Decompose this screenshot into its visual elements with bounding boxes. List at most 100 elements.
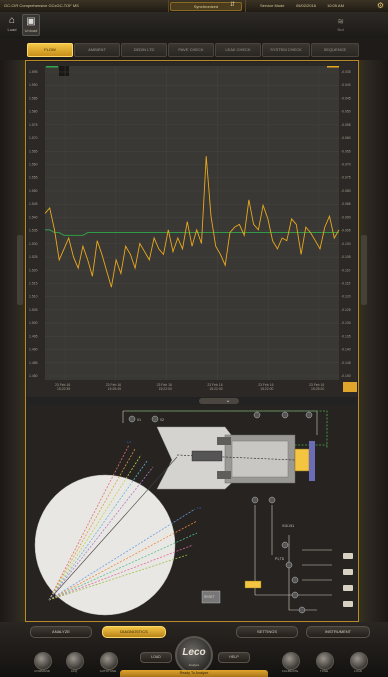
knob-autotune[interactable] [100,652,118,670]
knob-calibrate[interactable] [282,652,300,670]
y-right-tick: -0.150 [341,374,351,378]
y-right-tick: -0.055 [341,123,351,127]
chart-zoom-button [343,382,357,392]
knob-label-tune: Tune [319,669,329,673]
y-right-tick: -0.140 [341,348,351,352]
y-right-tick: -0.145 [341,361,351,365]
x-tick-time: 15:22:39 [57,387,70,391]
knob-label-calibrate: Calibrate [281,669,299,673]
left-rail [0,60,25,622]
tab-ambient[interactable]: AMBIENT [74,43,120,57]
tab-pave-check[interactable]: PAVE CHECK [168,43,214,57]
series-line-1 [44,156,340,288]
y-right-tick: -0.095 [341,229,351,233]
toolbar-right-button[interactable]: ≋ Not [337,17,344,32]
y-right-tick: -0.125 [341,308,351,312]
svg-text:1.0: 1.0 [197,506,202,510]
y-left-tick: 1.530 [29,242,38,246]
series-line-0 [45,229,339,236]
schematic-svg: 1.0 1.0 V1 V2 V10-V11 P1,TD RES [34,410,353,616]
knob-label-command: Command [34,669,50,673]
y-left-tick: 1.535 [29,229,38,233]
tab-flow[interactable]: FLOW [27,43,73,57]
y-right-tick: -0.130 [341,321,351,325]
load-button[interactable]: ⌂ Load [4,14,20,34]
x-tick-date: 23 Feb 16 [309,383,324,387]
x-tick-time: 15:22:00 [159,387,172,391]
y-left-tick: 1.545 [29,202,38,206]
y-right-tick: -0.135 [341,334,351,338]
x-tick-date: 23 Feb 16 [207,383,222,387]
y-left-tick: 1.590 [29,83,38,87]
gear-icon[interactable]: ⚙ [376,1,384,10]
nav-settings[interactable]: SETTINGS [236,626,298,638]
chevron-down-icon[interactable]: ⌄ [225,398,231,404]
knob-load[interactable] [350,652,368,670]
knob-label-autotune: Autotune [99,669,117,673]
knob-acq[interactable] [66,652,84,670]
y-left-tick: 1.480 [29,374,38,378]
knob-tune[interactable] [316,652,334,670]
y-left-tick: 1.540 [29,215,38,219]
tab-dedin-ltd[interactable]: DEDIN LTD [121,43,167,57]
y-right-tick: -0.045 [341,96,351,100]
time-text: 10:05 AM [327,3,344,8]
nav-analyze[interactable]: ANALYZE [30,626,92,638]
reset-button-label: RESET [204,595,215,599]
y-right-tick: -0.040 [341,83,351,87]
y-left-tick: 1.575 [29,123,38,127]
y-right-tick: -0.080 [341,189,351,193]
nav-diagnostics[interactable]: DIAGNOSTICS [102,626,166,638]
instrument-schematic: 1.0 1.0 V1 V2 V10-V11 P1,TD RES [27,405,357,620]
wifi-icon: ≋ [337,17,344,26]
sync-status[interactable]: Synchronized [170,2,242,11]
legend-swatch-green [46,66,58,68]
unload-button[interactable]: ▣ Unload [22,14,40,36]
knob-label-load: Load [353,669,363,673]
x-tick-time: 15:25:20 [311,387,324,391]
y-right-tick: -0.120 [341,295,351,299]
x-tick-date: 23 Feb 16 [106,383,121,387]
dropdown-icon[interactable]: ⇵ [230,2,236,8]
chart-svg: 1.595 -0.035 1.590 -0.040 1.585 -0.045 1.580 -0… [29,66,357,392]
y-left-tick: 1.580 [29,110,38,114]
legend-swatch-gold [327,66,339,68]
logo-subtitle: Analyze [188,663,200,667]
pressure-label: P1,TD [275,557,285,561]
valve-label-v2: V2 [160,418,164,422]
y-left-tick: 1.515 [29,281,38,285]
y-left-tick: 1.555 [29,176,38,180]
y-left-tick: 1.495 [29,334,38,338]
y-right-tick: -0.105 [341,255,351,259]
chart-corner-box [59,66,69,76]
x-tick-time: 15:25:49 [108,387,121,391]
svg-text:1.0: 1.0 [127,440,132,444]
y-right-tick: -0.075 [341,176,351,180]
load-pill-button[interactable]: LOAD [140,652,172,663]
y-left-tick: 1.510 [29,295,38,299]
tab-sequence[interactable]: SEQUENCE [311,43,359,57]
nav-instrument[interactable]: INSTRUMENT [306,626,370,638]
y-left-tick: 1.550 [29,189,38,193]
scroll-thumb[interactable] [199,398,239,404]
plot-area [45,66,339,380]
tab-leak-check[interactable]: LEAK CHECK [215,43,261,57]
help-pill-button[interactable]: HELP [218,652,250,663]
valve-label-v1: V1 [137,418,141,422]
date-text: 05/02/2016 [296,3,317,8]
home-icon: ⌂ [8,15,16,26]
y-left-tick: 1.525 [29,255,38,259]
knob-command[interactable] [34,652,52,670]
chart-scrollbar[interactable]: ⌄ [27,397,357,405]
status-strip: Ready To Analyze [120,670,268,677]
leco-logo[interactable]: Leco [175,636,213,674]
toolbar: ⌂ Load ▣ Unload ≋ Not [0,12,388,39]
tab-system-check[interactable]: SYSTEM CHECK [262,43,310,57]
right-rail [359,60,388,622]
x-tick-date: 23 Feb 16 [55,383,70,387]
valve-label: V10-V11 [282,524,294,528]
flow-chart[interactable]: 1.595 -0.035 1.590 -0.040 1.585 -0.045 1.580 -0… [27,62,357,397]
app-title: GC-CIR Comprehensive GCxGC-TOF MS [4,3,79,8]
y-right-tick: -0.115 [341,281,350,285]
y-left-tick: 1.570 [29,136,38,140]
